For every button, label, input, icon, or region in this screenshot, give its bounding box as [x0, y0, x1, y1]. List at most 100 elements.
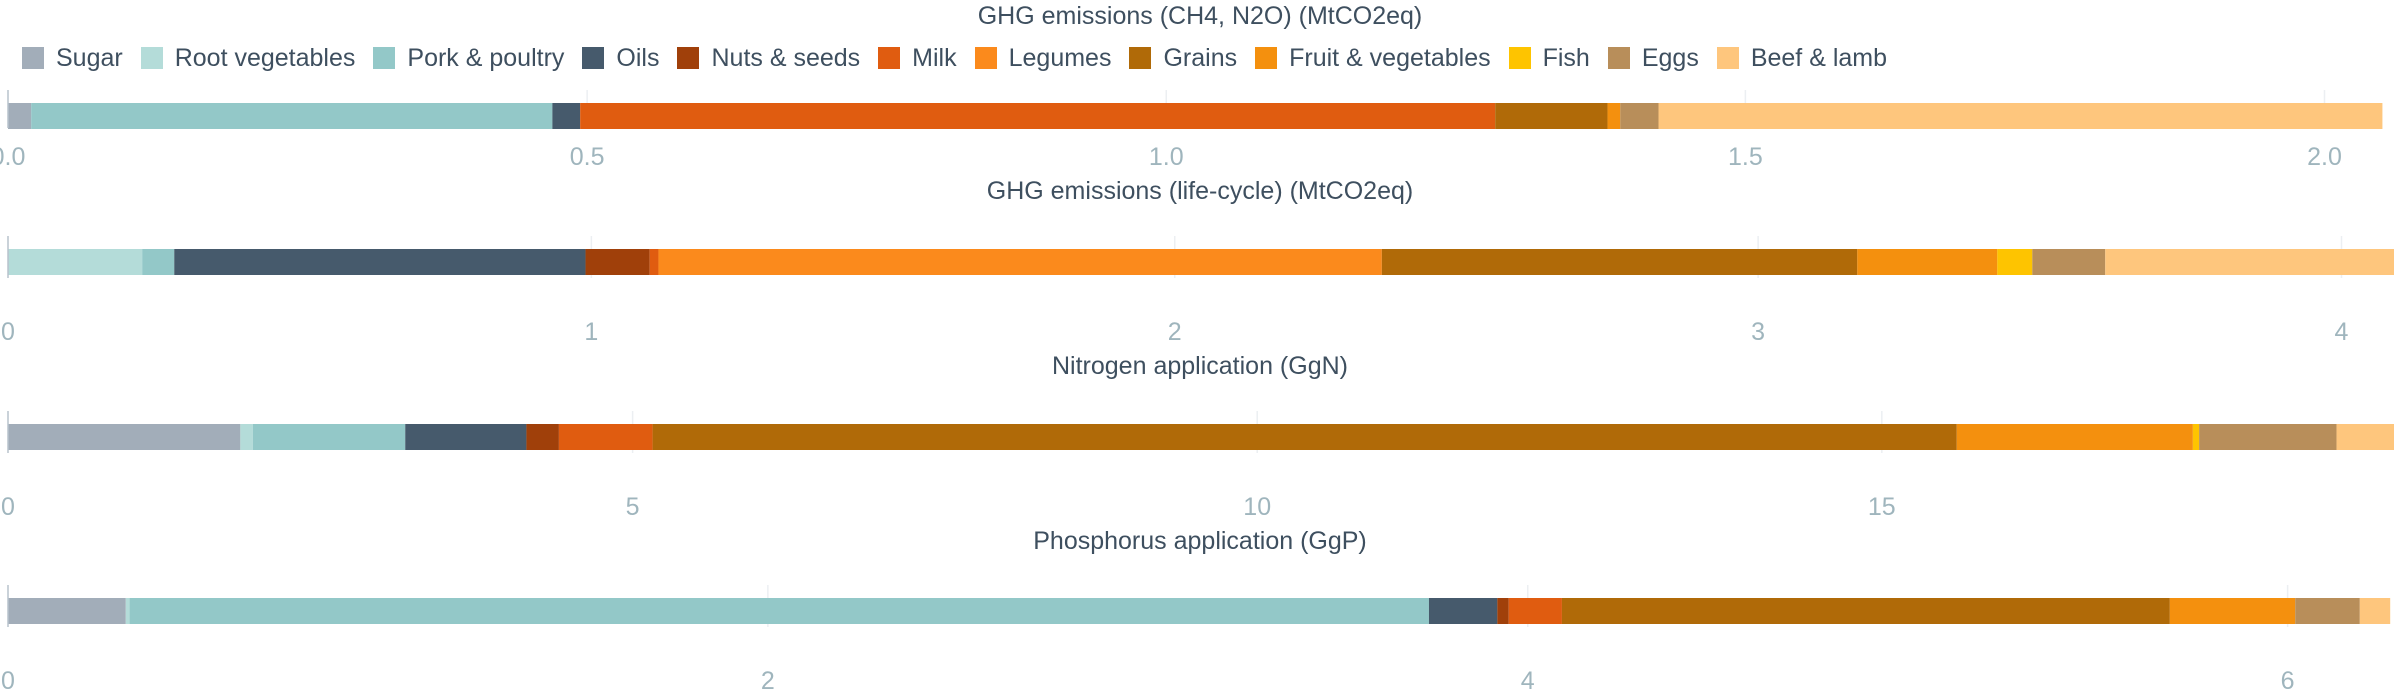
chart-panel-2: GHG emissions (life-cycle) (MtCO2eq) 0 1 2 3… — [1, 177, 2394, 346]
tick-label: 2 — [761, 667, 775, 695]
chart-panel-3: Nitrogen application (GgN) 0 5 10 15 — [1, 352, 2394, 521]
legend-swatch — [1255, 47, 1278, 69]
legend-item-oils[interactable]: Oils — [582, 44, 659, 73]
bar-segment-sugar — [8, 103, 32, 129]
bar-segment-milk — [580, 103, 1496, 129]
bar-segment-fish — [2192, 424, 2200, 450]
bar-segment-sugar — [8, 598, 126, 624]
chart-panel-1: GHG emissions (CH4, N2O) (MtCO2eq) 0.0 0.5… — [0, 2, 2383, 171]
tick-label: 1.0 — [1149, 143, 1184, 171]
bar-segment-grains — [1495, 103, 1608, 129]
bar-segment-grains — [652, 424, 1957, 450]
legend-label: Oils — [616, 43, 660, 72]
legend-item-eggs[interactable]: Eggs — [1607, 43, 1699, 73]
bar-segment-eggs — [2032, 249, 2106, 275]
tick-label: 10 — [1243, 493, 1271, 521]
legend-swatch — [373, 47, 396, 69]
bar-segment-fruit-and-vegetables — [1607, 103, 1621, 129]
legend-swatch — [878, 47, 901, 69]
tick-label: 0 — [1, 318, 15, 346]
legend-swatch — [140, 47, 163, 69]
bar-segment-grains — [1381, 249, 1858, 275]
legend-label: Beef & lamb — [1750, 43, 1888, 72]
bar-segment-nuts-and-seeds — [526, 424, 559, 450]
bar-segment-root-vegetables — [240, 424, 253, 450]
panel-title: Phosphorus application (GgP) — [1033, 527, 1367, 555]
legend-label: Sugar — [56, 43, 123, 72]
legend-item-sugar[interactable]: Sugar — [22, 44, 123, 73]
legend-label: Eggs — [1641, 43, 1699, 72]
tick-label: 5 — [626, 493, 640, 521]
panel-title: GHG emissions (life-cycle) (MtCO2eq) — [987, 177, 1413, 205]
tick-label: 4 — [1521, 667, 1535, 695]
bar-segment-nuts-and-seeds — [585, 249, 650, 275]
chart-legend: Sugar Root vegetables Pork & poultry Oils Nu… — [22, 40, 1905, 76]
bar-segment-beef-and-lamb — [2359, 598, 2391, 624]
legend-swatch — [1607, 47, 1630, 69]
bar-segment-pork-and-poultry — [31, 103, 553, 129]
bar-segment-fruit-and-vegetables — [1956, 424, 2193, 450]
bar-segment-nuts-and-seeds — [1497, 598, 1509, 624]
legend-swatch — [974, 47, 997, 69]
legend-swatch — [582, 47, 605, 69]
tick-label: 6 — [2281, 667, 2295, 695]
legend-label: Root vegetables — [174, 43, 356, 72]
tick-label: 0 — [1, 667, 15, 695]
bar-segment-legumes — [658, 249, 1382, 275]
tick-label: 15 — [1868, 493, 1896, 521]
legend-item-fish[interactable]: Fish — [1508, 43, 1590, 73]
tick-label: 1.5 — [1728, 143, 1763, 171]
legend-item-milk[interactable]: Milk — [878, 43, 957, 73]
legend-label: Fish — [1542, 43, 1590, 72]
bar-segment-eggs — [1620, 103, 1659, 129]
legend-swatch — [677, 47, 700, 69]
legend-item-beef-and-lamb[interactable]: Beef & lamb — [1716, 43, 1888, 73]
tick-label: 0.5 — [570, 143, 605, 171]
bar-segment-beef-and-lamb — [2336, 424, 2394, 450]
tick-label: 3 — [1751, 318, 1765, 346]
panel-title: GHG emissions (CH4, N2O) (MtCO2eq) — [978, 2, 1423, 30]
bar-segment-root-vegetables — [125, 598, 130, 624]
tick-label: 2.0 — [2307, 143, 2342, 171]
legend-label: Milk — [912, 43, 957, 72]
legend-label: Nuts & seeds — [711, 43, 861, 72]
bar-segment-beef-and-lamb — [2105, 249, 2394, 275]
legend-label: Legumes — [1008, 43, 1112, 72]
legend-swatch — [1716, 47, 1739, 69]
legend-item-fruit-and-vegetables[interactable]: Fruit & vegetables — [1255, 44, 1491, 73]
tick-label: 0 — [1, 493, 15, 521]
panel-title: Nitrogen application (GgN) — [1052, 352, 1348, 380]
bar-segment-milk — [649, 249, 659, 275]
legend-swatch — [22, 47, 44, 69]
chart-panel-4: Phosphorus application (GgP) 0 2 4 6 — [1, 527, 2391, 695]
bar-segment-pork-and-poultry — [142, 249, 175, 275]
tick-label: 4 — [2335, 318, 2349, 346]
legend-swatch — [1508, 47, 1531, 69]
bar-segment-milk — [1508, 598, 1562, 624]
bar-segment-root-vegetables — [8, 249, 143, 275]
bar-segment-fruit-and-vegetables — [2169, 598, 2296, 624]
legend-item-root-vegetables[interactable]: Root vegetables — [140, 43, 356, 73]
legend-item-nuts-and-seeds[interactable]: Nuts & seeds — [677, 44, 860, 73]
bar-segment-eggs — [2199, 424, 2337, 450]
bar-segment-fish — [1997, 249, 2033, 275]
bar-segment-pork-and-poultry — [252, 424, 406, 450]
legend-item-pork-and-poultry[interactable]: Pork & poultry — [373, 44, 564, 73]
legend-label: Grains — [1163, 43, 1238, 72]
bar-segment-oils — [174, 249, 586, 275]
legend-item-grains[interactable]: Grains — [1129, 44, 1237, 73]
bar-segment-beef-and-lamb — [1658, 103, 2383, 129]
bar-segment-sugar — [8, 424, 241, 450]
bar-segment-fruit-and-vegetables — [1857, 249, 1998, 275]
tick-label: 2 — [1168, 318, 1182, 346]
bar-segment-oils — [405, 424, 527, 450]
bar-segment-milk — [558, 424, 653, 450]
tick-label: 0.0 — [0, 143, 25, 171]
bar-segment-grains — [1561, 598, 2170, 624]
bar-segment-eggs — [2295, 598, 2360, 624]
bar-segment-oils — [552, 103, 581, 129]
legend-item-legumes[interactable]: Legumes — [974, 43, 1112, 73]
legend-label: Pork & poultry — [407, 43, 565, 72]
